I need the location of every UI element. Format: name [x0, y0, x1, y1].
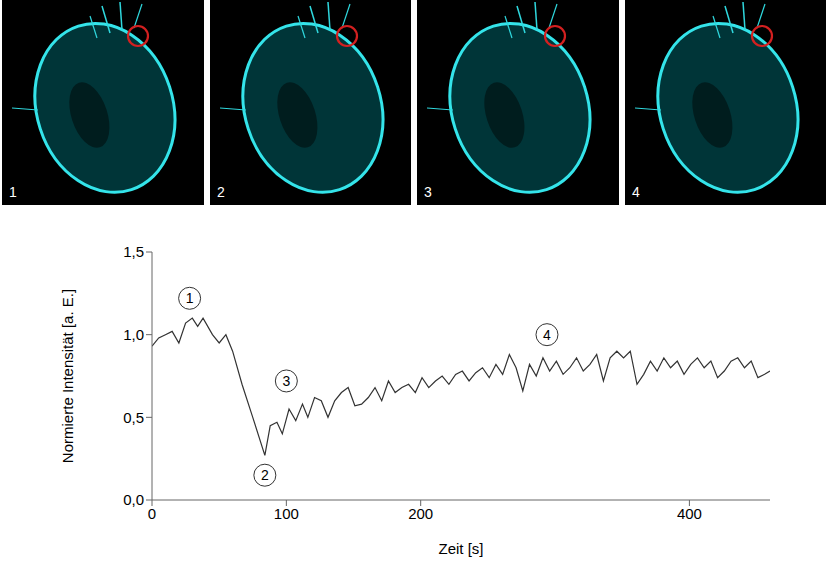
svg-text:1,0: 1,0	[123, 326, 144, 343]
svg-text:400: 400	[677, 505, 702, 522]
svg-text:Normierte Intensität [a. E.]: Normierte Intensität [a. E.]	[59, 289, 76, 463]
svg-text:1: 1	[9, 184, 17, 200]
svg-text:3: 3	[424, 184, 432, 200]
svg-text:0,0: 0,0	[123, 491, 144, 508]
svg-text:1: 1	[186, 290, 194, 306]
svg-text:Zeit [s]: Zeit [s]	[438, 540, 483, 557]
svg-text:2: 2	[261, 467, 269, 483]
svg-text:1,5: 1,5	[123, 243, 144, 260]
svg-text:0: 0	[148, 505, 156, 522]
svg-text:4: 4	[543, 327, 551, 343]
svg-text:2: 2	[217, 184, 225, 200]
svg-text:3: 3	[282, 373, 290, 389]
svg-text:100: 100	[274, 505, 299, 522]
svg-text:4: 4	[632, 184, 640, 200]
svg-text:0,5: 0,5	[123, 409, 144, 426]
svg-text:200: 200	[408, 505, 433, 522]
